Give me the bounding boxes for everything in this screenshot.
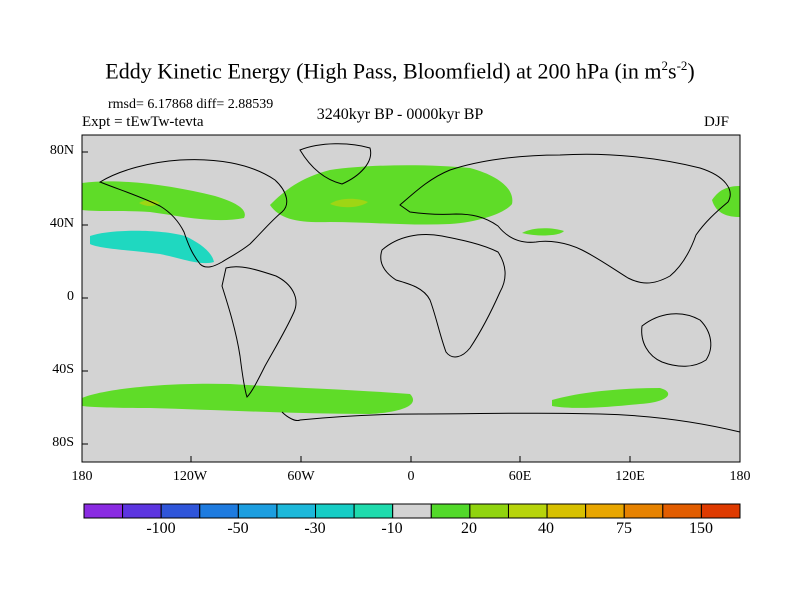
positive-region-arabia <box>522 228 564 236</box>
colorbar-box <box>546 503 587 519</box>
coastline-africa <box>380 234 506 358</box>
lon-label-180e: 180 <box>729 469 751 484</box>
positive-region-southern-ocean-west <box>82 383 414 414</box>
coastline-australia <box>641 313 712 367</box>
experiment-label: Expt = tEwTw-tevta <box>82 114 204 130</box>
lon-label-0: 0 <box>407 469 415 484</box>
period-label: 3240kyr BP - 0000kyr BP <box>316 106 484 123</box>
coastline-south-america <box>221 266 297 398</box>
colorbar-box <box>276 503 317 519</box>
lon-label-60w: 60W <box>287 469 315 484</box>
lon-label-180w: 180 <box>71 469 93 484</box>
colorbar-box <box>623 503 664 519</box>
strong-region-north-pacific <box>139 200 160 206</box>
colorbar-label-20: 20 <box>461 520 477 537</box>
colorbar-label-neg30: -30 <box>304 520 326 537</box>
colorbar-label-neg100: -100 <box>146 520 176 537</box>
coastline-greenland <box>299 143 372 185</box>
colorbar-label-40: 40 <box>538 520 554 537</box>
colorbar-box <box>237 503 278 519</box>
colorbar-box <box>507 503 548 519</box>
colorbar-label-75: 75 <box>616 520 632 537</box>
colorbar-label-neg50: -50 <box>227 520 249 537</box>
axis-ticks <box>81 151 741 462</box>
colorbar-box <box>83 503 124 519</box>
colorbar-box <box>199 503 239 519</box>
lon-label-60e: 60E <box>508 469 532 484</box>
positive-region-southern-ocean-east <box>552 388 669 408</box>
colorbar-box <box>662 503 702 519</box>
lat-label-40s: 40S <box>52 362 74 377</box>
colorbar-box <box>700 503 741 519</box>
chart-title: Eddy Kinetic Energy (High Pass, Bloomfie… <box>105 58 695 84</box>
strong-region-north-atlantic <box>330 198 368 208</box>
coastlines <box>98 143 741 433</box>
lon-label-120e: 120E <box>615 469 645 484</box>
colorbar-box <box>585 503 625 519</box>
anomaly-fields <box>82 165 740 414</box>
coastline-antarctica <box>299 412 741 433</box>
lat-label-eq: 0 <box>67 289 74 304</box>
colorbar-box <box>353 503 394 519</box>
colorbar-box <box>122 503 162 519</box>
lat-label-80s: 80S <box>52 435 74 450</box>
colorbar-label-neg10: -10 <box>381 520 403 537</box>
colorbar-box <box>160 503 201 519</box>
negative-region-east-pacific <box>90 230 214 264</box>
colorbar-box <box>430 503 471 519</box>
colorbar-box <box>315 503 355 519</box>
coastline-north-america <box>98 159 288 268</box>
season-label: DJF <box>704 114 730 130</box>
colorbar-box <box>469 503 509 519</box>
stats-text: rmsd= 6.17868 diff= 2.88539 <box>108 97 274 112</box>
colorbar <box>83 503 741 519</box>
lat-label-40n: 40N <box>49 216 74 231</box>
colorbar-box <box>392 503 432 519</box>
lat-label-80n: 80N <box>49 143 74 158</box>
coastline-europe-asia <box>399 153 731 284</box>
colorbar-label-150: 150 <box>689 520 713 537</box>
lon-label-120w: 120W <box>172 469 208 484</box>
coastline-antarctic-peninsula <box>281 411 301 421</box>
